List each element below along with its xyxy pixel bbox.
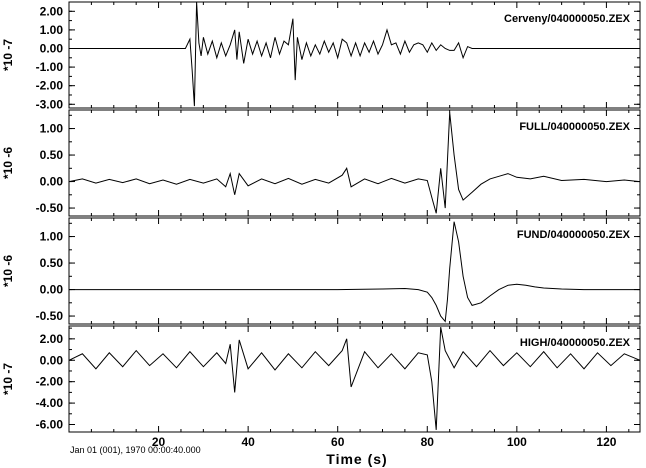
- y-tick-label: -0.50: [36, 201, 64, 215]
- panel-1: -3.00 -2.00 -1.00 0.00 1.00 2.00 *10 -7 Cerveny…: [1, 1, 641, 111]
- trace-line: [69, 221, 640, 323]
- y-tick-label: 2.00: [40, 4, 64, 18]
- y-tick-label: 0.00: [40, 41, 64, 55]
- trace-line: [69, 2, 640, 107]
- panel-4: -6.00 -4.00 -2.00 0.00 2.00 *10 -7 HIGH/040000…: [1, 325, 641, 433]
- panel-frame: [68, 217, 641, 325]
- y-tick-label: -1.00: [36, 60, 64, 74]
- panel-3: -0.50 0.00 0.50 1.00 *10 -6 FUND/040000050.ZE…: [1, 217, 641, 325]
- y-tick-label: 0.00: [40, 283, 64, 297]
- y-scale-label: *10 -6: [1, 255, 15, 287]
- y-tick-label: 0.00: [40, 353, 64, 367]
- panel-frame: [68, 1, 641, 109]
- x-tick-label: 20: [152, 435, 166, 449]
- y-tick-label: -0.50: [36, 309, 64, 323]
- y-tick-label: -3.00: [36, 97, 64, 111]
- x-tick-label: 60: [331, 435, 345, 449]
- y-tick-label: 0.50: [40, 148, 64, 162]
- y-tick-label: 0.50: [40, 256, 64, 270]
- panel-title: FULL/040000050.ZEX: [519, 121, 630, 133]
- x-tick-label: 80: [421, 435, 435, 449]
- trace-line: [69, 112, 640, 214]
- trace-line: [69, 327, 640, 430]
- y-tick-label: 1.00: [40, 122, 64, 136]
- y-tick-label: -4.00: [36, 396, 64, 410]
- y-tick-label: -2.00: [36, 375, 64, 389]
- panel-frame: [68, 325, 641, 433]
- panel-title: Cerveny/040000050.ZEX: [504, 13, 631, 25]
- y-scale-label: *10 -7: [1, 363, 15, 395]
- x-tick-label: 100: [507, 435, 527, 449]
- x-tick-label: 40: [241, 435, 255, 449]
- y-tick-label: 2.00: [40, 332, 64, 346]
- panel-2: -0.50 0.00 0.50 1.00 *10 -6 FULL/040000050.ZE…: [1, 109, 641, 217]
- x-tick-label: 120: [596, 435, 616, 449]
- date-footer: Jan 01 (001), 1970 00:00:40.000: [70, 445, 201, 455]
- y-tick-label: 0.00: [40, 175, 64, 189]
- y-scale-label: *10 -7: [1, 39, 15, 71]
- y-scale-label: *10 -6: [1, 147, 15, 179]
- panel-title: FUND/040000050.ZEX: [517, 229, 631, 241]
- y-tick-label: 1.00: [40, 230, 64, 244]
- panel-frame: [68, 109, 641, 217]
- y-tick-label: -6.00: [36, 418, 64, 432]
- x-axis-label: Time (s): [326, 451, 387, 467]
- y-tick-label: -2.00: [36, 79, 64, 93]
- y-tick-label: 1.00: [40, 23, 64, 37]
- panel-title: HIGH/040000050.ZEX: [520, 337, 631, 349]
